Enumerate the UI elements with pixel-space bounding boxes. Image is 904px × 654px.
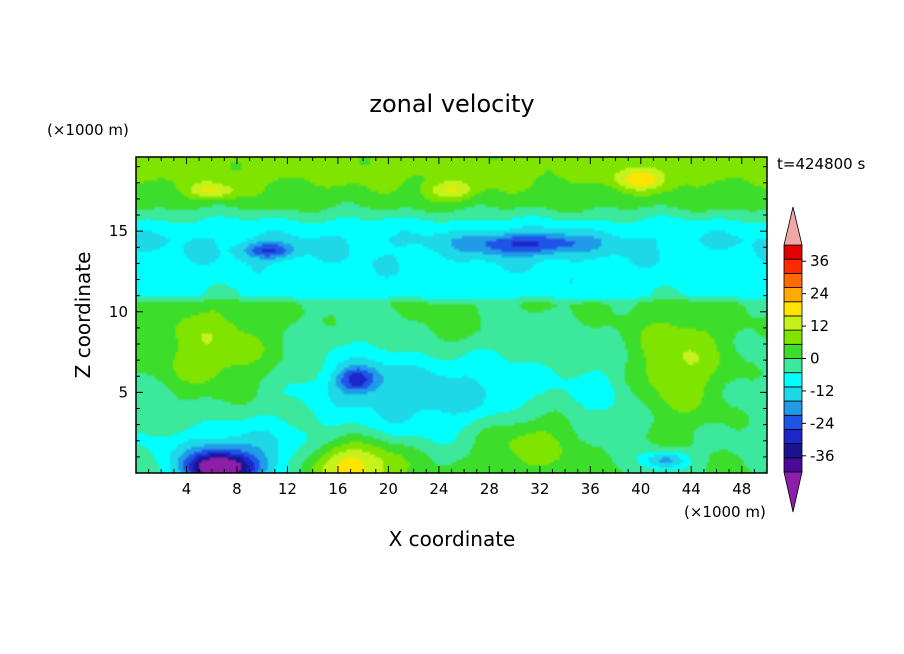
colorbar-band (783, 329, 803, 345)
x-tick-label: 28 (480, 480, 499, 498)
colorbar-tick-label: -36 (810, 447, 835, 465)
colorbar-band (783, 244, 803, 260)
chart-title: zonal velocity (369, 90, 534, 118)
y-tick-label: 15 (109, 222, 128, 240)
x-tick-label: 4 (182, 480, 192, 498)
time-label: t=424800 s (777, 155, 865, 173)
colorbar-band (783, 315, 803, 331)
x-unit-label: (×1000 m) (684, 503, 766, 521)
colorbar-under-arrow (783, 471, 803, 513)
y-axis-ticks: 5 10 15 (109, 166, 767, 458)
x-axis-label: X coordinate (389, 527, 516, 551)
colorbar-tick-label: 24 (810, 285, 829, 303)
colorbar-band (783, 400, 803, 416)
colorbar-band (783, 301, 803, 317)
x-tick-label: 44 (682, 480, 701, 498)
colorbar-tick-label: -12 (810, 382, 835, 400)
colorbar-tick-label: 36 (810, 252, 829, 270)
x-tick-label: 48 (732, 480, 751, 498)
colorbar-band (783, 258, 803, 274)
colorbar-band (783, 429, 803, 445)
y-tick-label: 10 (109, 303, 128, 321)
colorbar-band (783, 343, 803, 359)
colorbar-band (783, 457, 803, 473)
x-tick-label: 24 (429, 480, 448, 498)
colorbar-band (783, 386, 803, 402)
y-axis-label: Z coordinate (71, 252, 95, 379)
x-tick-label: 8 (232, 480, 242, 498)
contour-fill (136, 157, 767, 473)
y-unit-label: (×1000 m) (47, 121, 129, 139)
colorbar-band (783, 443, 803, 459)
x-tick-label: 20 (379, 480, 398, 498)
colorbar-tick-label: -24 (810, 414, 835, 432)
contour-plot-area (135, 156, 768, 474)
colorbar-band (783, 358, 803, 374)
colorbar-band (783, 287, 803, 303)
x-tick-label: 12 (278, 480, 297, 498)
y-tick-label: 5 (118, 383, 128, 401)
colorbar-tick-label: 0 (810, 350, 820, 368)
colorbar: 36 24 12 0 -12 -24 -36 (783, 206, 835, 513)
colorbar-band (783, 414, 803, 430)
x-axis-ticks: 4 8 12 16 20 24 28 32 36 40 44 48 (148, 157, 755, 498)
colorbar-band (783, 272, 803, 288)
x-tick-label: 36 (581, 480, 600, 498)
colorbar-tick-label: 12 (810, 317, 829, 335)
x-tick-label: 40 (631, 480, 650, 498)
x-tick-label: 32 (530, 480, 549, 498)
x-tick-label: 16 (328, 480, 347, 498)
colorbar-band (783, 372, 803, 388)
colorbar-over-arrow (783, 206, 803, 246)
